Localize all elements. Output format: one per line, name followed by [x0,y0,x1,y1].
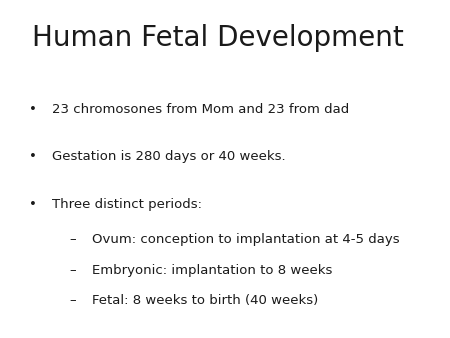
Text: –: – [70,294,76,307]
Text: –: – [70,233,76,246]
Text: •: • [29,103,37,116]
Text: Human Fetal Development: Human Fetal Development [32,24,403,52]
Text: –: – [70,264,76,276]
Text: Embryonic: implantation to 8 weeks: Embryonic: implantation to 8 weeks [92,264,333,276]
Text: •: • [29,198,37,211]
Text: Gestation is 280 days or 40 weeks.: Gestation is 280 days or 40 weeks. [52,150,285,163]
Text: Fetal: 8 weeks to birth (40 weeks): Fetal: 8 weeks to birth (40 weeks) [92,294,319,307]
Text: Three distinct periods:: Three distinct periods: [52,198,202,211]
Text: •: • [29,150,37,163]
Text: 23 chromosones from Mom and 23 from dad: 23 chromosones from Mom and 23 from dad [52,103,349,116]
Text: Ovum: conception to implantation at 4-5 days: Ovum: conception to implantation at 4-5 … [92,233,400,246]
